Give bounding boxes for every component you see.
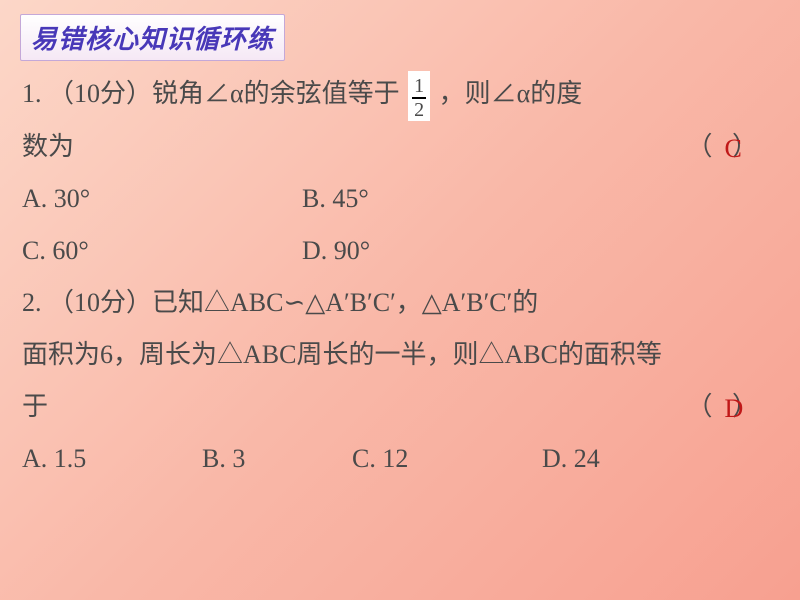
q1-options-row1: A. 30° B. 45° (22, 173, 778, 225)
q2-line2: 面积为6，周长为△ABC周长的一半，则△ABC的面积等 (22, 329, 778, 381)
content-area: 1. （10分）锐角∠α的余弦值等于 1 2 ，则∠α的度 数为 （ C） A.… (22, 68, 778, 485)
q1-fraction: 1 2 (408, 71, 430, 121)
section-title: 易错核心知识循环练 (31, 25, 274, 54)
q2-paren-open: （ (686, 392, 712, 421)
q1-stem-before: 锐角∠α的余弦值等于 (152, 79, 400, 108)
q1-line2: 数为 （ C） (22, 121, 778, 173)
q1-option-a: A. 30° (22, 173, 302, 225)
q2-option-d: D. 24 (542, 433, 600, 485)
q2-stem-line2: 面积为6，周长为△ABC周长的一半，则△ABC的面积等 (22, 340, 662, 369)
q1-answer: C (724, 123, 741, 175)
q1-points: （10分） (48, 79, 152, 108)
q1-stem-after: ，则∠α的度 (439, 79, 583, 108)
q2-option-c: C. 12 (352, 433, 542, 485)
q1-option-d: D. 90° (302, 225, 482, 277)
q1-line1: 1. （10分）锐角∠α的余弦值等于 1 2 ，则∠α的度 (22, 68, 778, 121)
q2-number: 2. (22, 288, 42, 317)
q2-answer: D (724, 383, 743, 435)
q2-paren: （ D） (686, 381, 758, 433)
q2-option-a: A. 1.5 (22, 433, 202, 485)
q1-paren-open: （ (686, 132, 712, 161)
q1-frac-num: 1 (412, 75, 426, 97)
q1-options-row2: C. 60° D. 90° (22, 225, 778, 277)
q2-option-b: B. 3 (202, 433, 352, 485)
q1-paren: （ C） (686, 121, 758, 173)
q2-stem-line1: 已知△ABC∽△A′B′C′，△A′B′C′的 (152, 288, 538, 317)
q1-number: 1. (22, 79, 42, 108)
q1-frac-den: 2 (412, 99, 426, 121)
q1-option-c: C. 60° (22, 225, 302, 277)
q1-stem-line2: 数为 (22, 132, 74, 161)
q2-points: （10分） (48, 288, 152, 317)
q2-line1: 2. （10分）已知△ABC∽△A′B′C′，△A′B′C′的 (22, 277, 778, 329)
q2-stem-line3: 于 (22, 392, 48, 421)
q2-options-row: A. 1.5 B. 3 C. 12 D. 24 (22, 433, 778, 485)
section-header: 易错核心知识循环练 (20, 14, 285, 61)
q1-option-b: B. 45° (302, 173, 482, 225)
q2-line3: 于 （ D） (22, 381, 778, 433)
